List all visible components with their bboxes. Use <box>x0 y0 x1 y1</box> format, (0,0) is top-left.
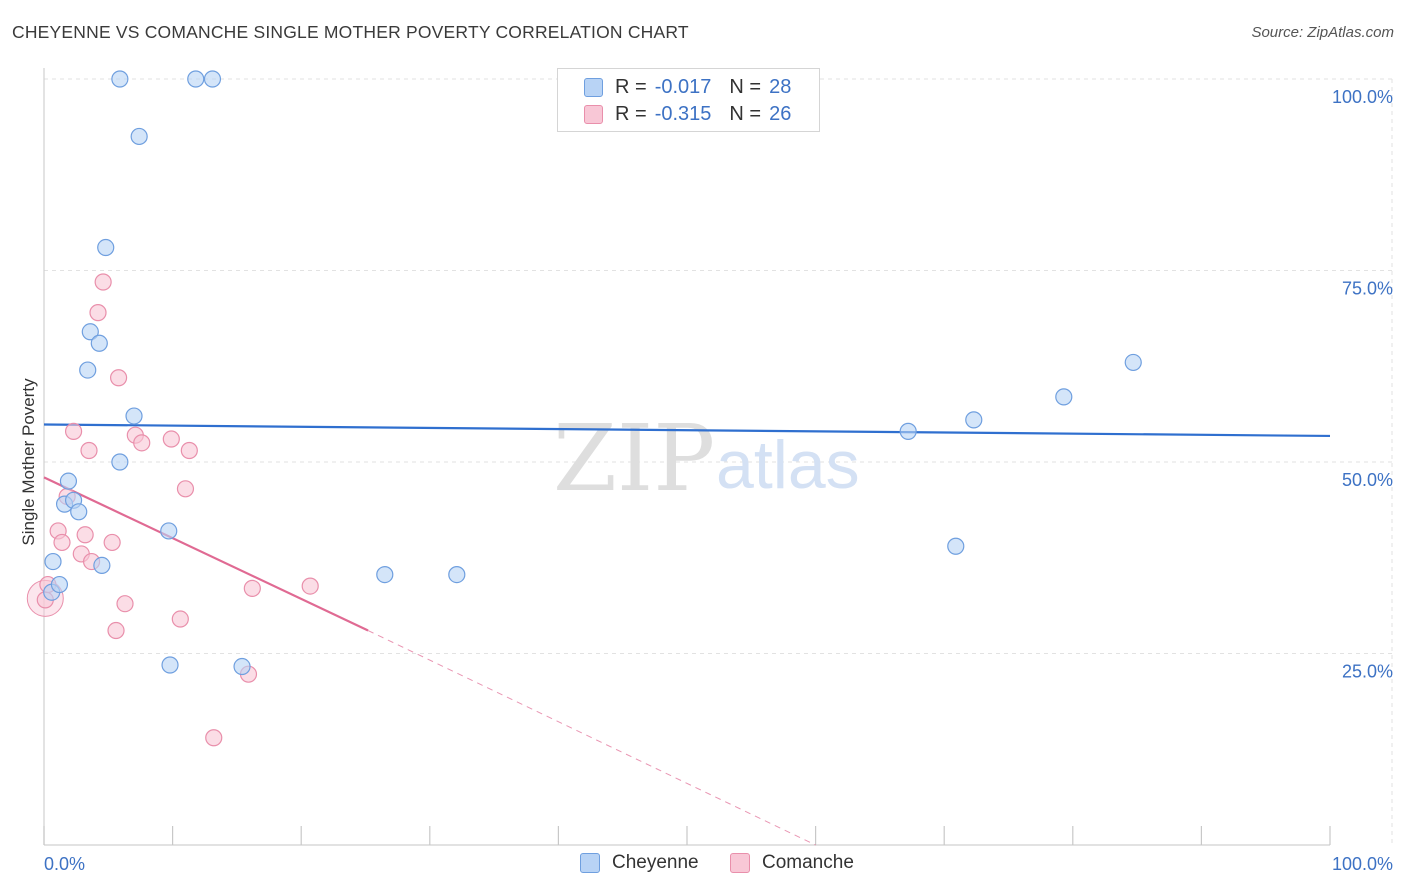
point-comanche <box>53 533 71 552</box>
point-comanche <box>133 434 151 452</box>
point-comanche <box>116 595 134 613</box>
y-tick-label: 75.0% <box>1342 279 1393 299</box>
point-cheyenne <box>93 556 111 575</box>
point-cheyenne <box>448 566 466 584</box>
trend-lines <box>43 423 1331 846</box>
watermark-atlas: atlas <box>716 427 860 503</box>
y-tick-label: 50.0% <box>1342 470 1393 490</box>
point-cheyenne <box>50 575 69 594</box>
legend-swatch-cheyenne <box>584 77 603 97</box>
watermark-zip: ZIP <box>553 405 715 512</box>
point-cheyenne <box>376 566 394 584</box>
legend-row-comanche: R = -0.315 N = 26 <box>558 101 791 127</box>
point-cheyenne <box>1124 353 1142 372</box>
legend-r-key: R = <box>615 75 647 98</box>
chart-title: CHEYENNE VS COMANCHE SINGLE MOTHER POVER… <box>12 22 689 42</box>
series-label-comanche: Comanche <box>762 852 854 873</box>
point-cheyenne <box>111 453 129 471</box>
point-cheyenne <box>90 334 108 352</box>
legend-r-value: -0.315 <box>654 102 712 125</box>
point-cheyenne <box>97 238 115 257</box>
point-cheyenne <box>70 503 88 521</box>
point-cheyenne <box>59 472 78 490</box>
source-label: Source: ZipAtlas.com <box>1251 24 1394 41</box>
point-comanche <box>180 441 198 460</box>
point-cheyenne <box>111 70 129 88</box>
point-comanche <box>205 729 223 747</box>
point-comanche <box>171 610 189 628</box>
point-cheyenne <box>965 411 983 429</box>
tick-labels: 25.0% 50.0% 75.0% 100.0% 0.0% 100.0% <box>44 87 1393 874</box>
legend-n-value: 26 <box>769 102 792 125</box>
point-cheyenne <box>947 537 965 555</box>
point-cheyenne <box>203 70 222 88</box>
series-legend-cheyenne: Cheyenne <box>580 852 699 874</box>
legend-n-key: N = <box>729 102 762 125</box>
point-cheyenne <box>44 552 62 571</box>
x-tick-label-min: 0.0% <box>44 854 85 874</box>
point-cheyenne <box>79 361 97 379</box>
point-cheyenne <box>161 656 179 674</box>
point-cheyenne <box>81 323 99 341</box>
correlation-legend: R = -0.017 N = 28 R = -0.315 N = 26 <box>557 68 820 132</box>
point-comanche <box>94 273 112 291</box>
point-comanche <box>80 441 98 460</box>
series-label-cheyenne: Cheyenne <box>612 852 699 873</box>
point-cheyenne <box>125 407 143 425</box>
point-comanche <box>301 577 319 595</box>
point-cheyenne <box>160 522 178 540</box>
point-cheyenne <box>130 127 148 146</box>
watermark: ZIP atlas <box>553 405 860 512</box>
point-comanche <box>76 526 94 544</box>
series-swatch-cheyenne <box>580 853 600 873</box>
y-tick-label: 100.0% <box>1332 87 1393 107</box>
point-cheyenne <box>1055 388 1073 406</box>
axes <box>43 68 1331 846</box>
point-comanche <box>109 369 128 387</box>
gridlines <box>44 78 1393 845</box>
point-comanche <box>103 533 121 552</box>
series-legend: Cheyenne Comanche <box>0 852 1406 878</box>
trend-line-comanche-extrapolated <box>367 630 816 846</box>
point-comanche <box>243 579 261 597</box>
legend-r-value: -0.017 <box>654 75 712 98</box>
point-comanche <box>107 621 125 640</box>
data-points <box>26 70 1142 747</box>
point-cheyenne <box>899 422 917 440</box>
legend-n-value: 28 <box>769 75 792 98</box>
y-axis-label: Single Mother Poverty <box>19 378 38 546</box>
x-tick-label-max: 100.0% <box>1332 854 1393 874</box>
point-cheyenne <box>233 657 251 676</box>
point-comanche <box>162 430 180 448</box>
point-cheyenne <box>187 70 205 88</box>
series-swatch-comanche <box>730 853 750 873</box>
trend-line-cheyenne <box>43 423 1331 438</box>
point-comanche <box>89 304 107 322</box>
trend-line-comanche <box>43 476 369 632</box>
legend-row-cheyenne: R = -0.017 N = 28 <box>558 74 791 100</box>
point-comanche <box>64 422 83 440</box>
legend-swatch-comanche <box>584 104 603 124</box>
legend-n-key: N = <box>729 75 762 98</box>
y-tick-label: 25.0% <box>1342 662 1393 682</box>
legend-r-key: R = <box>615 102 647 125</box>
point-comanche <box>176 480 195 498</box>
series-legend-comanche: Comanche <box>730 852 854 874</box>
